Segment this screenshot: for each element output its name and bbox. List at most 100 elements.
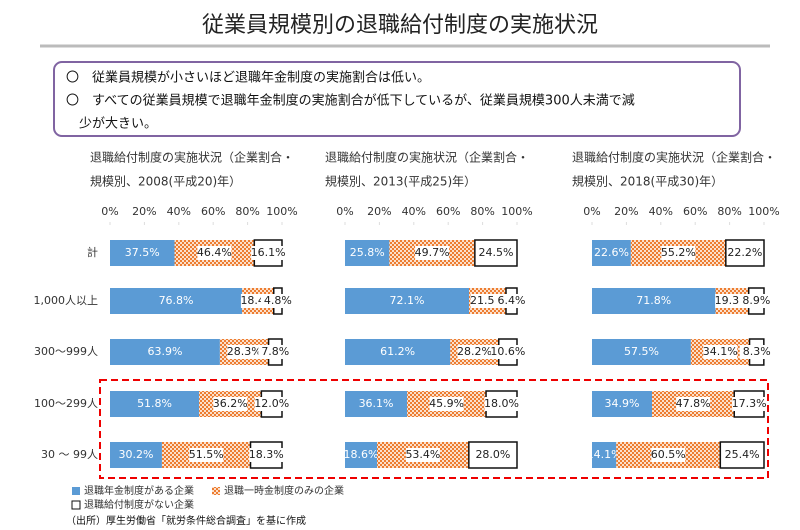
x-tick-label: 100% (748, 205, 779, 218)
x-tick-label: 80% (235, 205, 259, 218)
data-label: 22.6% (594, 246, 629, 259)
label-bg (457, 345, 492, 359)
chart-title: 規模別、2008(平成20)年） (90, 174, 241, 189)
data-label: 16.1% (251, 246, 286, 259)
category-label: 300～999人 (34, 345, 98, 358)
data-label: 28.2% (457, 345, 492, 358)
data-label: 49.7% (415, 246, 450, 259)
category-label: 1,000人以上 (34, 294, 99, 307)
data-label: 51.8% (137, 397, 172, 410)
data-label: 45.9% (429, 397, 464, 410)
bar-segment (110, 442, 162, 468)
data-label: 7.8% (261, 345, 289, 358)
label-bg (661, 246, 696, 260)
source: （出所）厚生労働省「就労条件総合調査」を基に作成 (66, 514, 306, 527)
legend-swatch (212, 487, 220, 495)
data-label: 25.8% (350, 246, 385, 259)
label-bg (213, 397, 248, 411)
label-bg (651, 448, 686, 462)
x-tick-label: 60% (436, 205, 460, 218)
legend-label: 退職一時金制度のみの企業 (224, 484, 344, 497)
data-label: 61.2% (380, 345, 415, 358)
data-label: 24.5% (478, 246, 513, 259)
x-tick-label: 40% (167, 205, 191, 218)
label-bg (703, 345, 738, 359)
category-label: 30 ～ 99人 (41, 448, 98, 461)
x-tick-label: 20% (132, 205, 156, 218)
legend-label: 退職年金制度がある企業 (84, 484, 194, 497)
bar-segment (345, 442, 377, 468)
bar-segment (110, 339, 220, 365)
label-bg (739, 294, 774, 308)
label-bg (249, 448, 284, 462)
note: 〇 従業員規模が小さいほど退職年金制度の実施割合は低い。 (66, 70, 430, 86)
label-bg (405, 448, 440, 462)
bar-segment (345, 391, 408, 417)
chart-title: 退職給付制度の実施状況（企業割合・ (90, 150, 294, 165)
label-bg (739, 345, 774, 359)
label-bg (189, 448, 224, 462)
data-label: 34.9% (605, 397, 640, 410)
data-label: 8.3% (743, 345, 771, 358)
data-label: 18.3% (249, 448, 284, 461)
bar-segment (592, 391, 653, 417)
x-tick-label: 0% (583, 205, 600, 218)
x-tick-label: 80% (470, 205, 494, 218)
x-tick-label: 0% (336, 205, 353, 218)
label-bg (676, 397, 711, 411)
label-bg (490, 345, 525, 359)
data-label: 18.0% (484, 397, 519, 410)
label-bg (260, 294, 295, 308)
x-tick-label: 20% (614, 205, 638, 218)
data-label: 72.1% (390, 294, 425, 307)
note: 〇 すべての従業員規模で退職年金制度の実施割合が低下しているが、従業員規模300… (66, 93, 635, 109)
data-label: 18.6% (344, 448, 379, 461)
x-tick-label: 100% (501, 205, 532, 218)
legend-swatch (71, 500, 81, 510)
legend-label: 退職給付制度がない企業 (84, 498, 194, 511)
x-tick-label: 40% (649, 205, 673, 218)
x-tick-label: 60% (201, 205, 225, 218)
chart-title: 規模別、2013(平成25)年） (325, 174, 476, 189)
data-label: 10.6% (490, 345, 525, 358)
bar-segment (345, 240, 390, 266)
data-label: 46.4% (197, 246, 232, 259)
bar-segment (110, 288, 243, 314)
x-tick-label: 40% (402, 205, 426, 218)
label-bg (484, 397, 519, 411)
label-bg (415, 246, 450, 260)
data-label: 60.5% (651, 448, 686, 461)
data-label: 6.4% (498, 294, 526, 307)
data-label: 34.1% (703, 345, 738, 358)
data-label: 28.0% (475, 448, 510, 461)
label-bg (227, 345, 262, 359)
x-tick-label: 20% (367, 205, 391, 218)
data-label: 51.5% (189, 448, 224, 461)
bar-segment (592, 288, 716, 314)
chart-title: 退職給付制度の実施状況（企業割合・ (325, 150, 529, 165)
category-label: 計 (87, 245, 98, 259)
x-tick-label: 100% (266, 205, 297, 218)
bar-segment (592, 339, 691, 365)
bar-segment (592, 240, 631, 266)
bar-segment (345, 288, 470, 314)
data-label: 28.3% (227, 345, 262, 358)
data-label: 47.8% (676, 397, 711, 410)
label-bg (197, 246, 232, 260)
legend-swatch (72, 487, 80, 495)
bar-segment (592, 442, 617, 468)
label-bg (725, 448, 760, 462)
bar-segment (345, 339, 451, 365)
label-bg (254, 397, 289, 411)
highlight-box (99, 379, 769, 479)
label-bg (429, 397, 464, 411)
data-label: 36.2% (213, 397, 248, 410)
label-bg (258, 345, 293, 359)
chart-title: 規模別、2018(平成30)年） (572, 174, 723, 189)
data-label: 30.2% (118, 448, 153, 461)
bar-segment (110, 391, 200, 417)
data-label: 53.4% (405, 448, 440, 461)
label-bg (732, 397, 767, 411)
data-label: 22.2% (727, 246, 762, 259)
